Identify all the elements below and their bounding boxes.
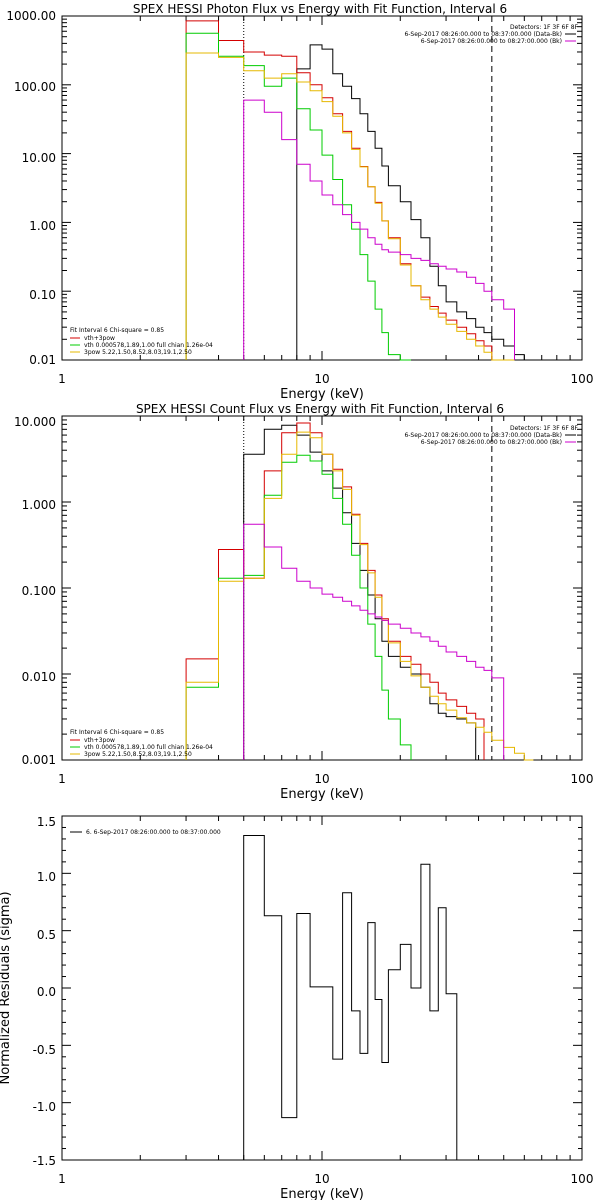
photon-xtick-label: 100 (571, 372, 594, 386)
legend-entry-label: 3pow 5.22,1.50,8.52,8.03,19.1,2.50 (84, 751, 192, 758)
series-pow-line (185, 52, 515, 361)
legend-entry-label: vth+3pow (84, 335, 115, 342)
photon-ytick-label: 10.00 (22, 151, 56, 165)
series-vth-line (185, 32, 411, 361)
photon-xtick-label: 10 (314, 372, 329, 386)
legend-entry-label: vth 0.000578,1.89,1.00 full chian 1.26e-… (84, 744, 213, 751)
photon-legend-right: Detectors: 1F 3F 6F 8F 6-Sep-2017 08:26:… (404, 24, 578, 45)
photon-legend-left: Fit Interval 6 Chi-square = 0.85 vth+3po… (70, 327, 213, 356)
count-legend-left: Fit Interval 6 Chi-square = 0.85 vth+3po… (70, 729, 213, 758)
photon-x-axis-label: Energy (keV) (280, 387, 364, 402)
count-ytick-label: 0.010 (22, 670, 56, 684)
count-xtick-label: 1 (58, 772, 66, 786)
count-flux-panel: SPEX HESSI Count Flux vs Energy with Fit… (14, 402, 593, 802)
photon-ytick-label: 100.00 (14, 80, 56, 94)
residuals-xtick-label: 10 (314, 1172, 329, 1186)
count-legend-right: Detectors: 1F 3F 6F 8F 6-Sep-2017 08:26:… (404, 425, 578, 446)
residuals-panel: 1.5 1.0 0.5 0.0 -0.5 -1.0 -1.5 1 10 100 … (0, 815, 593, 1200)
residuals-ytick-label: 0.0 (37, 985, 56, 999)
legend-header: Detectors: 1F 3F 6F 8F (510, 24, 579, 31)
legend-entry-label: 6. 6-Sep-2017 08:26:00.000 to 08:37:00.0… (86, 829, 221, 836)
count-ytick-label: 1.000 (22, 498, 56, 512)
count-xtick-label: 10 (314, 772, 329, 786)
residuals-legend: 6. 6-Sep-2017 08:26:00.000 to 08:37:00.0… (70, 829, 221, 836)
legend-header: Detectors: 1F 3F 6F 8F (510, 425, 579, 432)
legend-entry-label: vth 0.000578,1.89,1.00 full chian 1.26e-… (84, 342, 213, 349)
residuals-ytick-label: 1.5 (37, 815, 56, 829)
residuals-xtick-label: 1 (58, 1172, 66, 1186)
legend-header: Fit Interval 6 Chi-square = 0.85 (70, 327, 164, 334)
legend-entry-label: 3pow 5.22,1.50,8.52,8.03,19.1,2.50 (84, 349, 192, 356)
legend-entry-label: 6-Sep-2017 08:26:00.000 to 08:37:00.000 … (404, 31, 562, 38)
photon-ytick-label: 0.01 (29, 353, 56, 367)
photon-title: SPEX HESSI Photon Flux vs Energy with Fi… (133, 2, 507, 16)
count-title: SPEX HESSI Count Flux vs Energy with Fit… (136, 402, 504, 416)
series-bk-line (243, 99, 515, 360)
series-total-line (185, 20, 504, 361)
residuals-y-axis-label: Normalized Residuals (sigma) (0, 891, 13, 1084)
series-total-line (185, 422, 485, 760)
legend-entry-label: 6-Sep-2017 08:26:00.000 to 08:37:00.000 … (404, 432, 562, 439)
residuals-ytick-label: -1.5 (33, 1154, 56, 1168)
legend-entry-label: vth+3pow (84, 737, 115, 744)
series-data-line (243, 424, 477, 760)
series-residuals-line (243, 835, 458, 1160)
count-ytick-label: 0.001 (22, 753, 56, 767)
photon-ytick-label: 1000.00 (6, 9, 56, 23)
residuals-ytick-label: -0.5 (33, 1043, 56, 1057)
series-data-line (296, 44, 525, 360)
series-vth-line (185, 454, 412, 760)
legend-entry-label: 6-Sep-2017 08:26:00.000 to 08:27:00.000 … (421, 439, 562, 446)
residuals-ytick-label: 0.5 (37, 928, 56, 942)
count-x-axis-label: Energy (keV) (280, 787, 364, 802)
residuals-ytick-label: 1.0 (37, 870, 56, 884)
photon-flux-panel: SPEX HESSI Photon Flux vs Energy with Fi… (6, 2, 593, 402)
legend-header: Fit Interval 6 Chi-square = 0.85 (70, 729, 164, 736)
count-ytick-label: 10.000 (14, 415, 56, 429)
residuals-xtick-label: 100 (571, 1172, 594, 1186)
residuals-x-axis-label: Energy (keV) (280, 1187, 364, 1200)
legend-entry-label: 6-Sep-2017 08:26:00.000 to 08:27:00.000 … (421, 38, 562, 45)
residuals-plot-frame (61, 815, 583, 1161)
photon-ytick-label: 1.00 (29, 219, 56, 233)
photon-ytick-label: 0.10 (29, 288, 56, 302)
residuals-ytick-label: -1.0 (33, 1100, 56, 1114)
count-ytick-label: 0.100 (22, 584, 56, 598)
series-bk-line (243, 523, 505, 760)
photon-xtick-label: 1 (58, 372, 66, 386)
count-xtick-label: 100 (571, 772, 594, 786)
series-pow-line (185, 431, 534, 761)
